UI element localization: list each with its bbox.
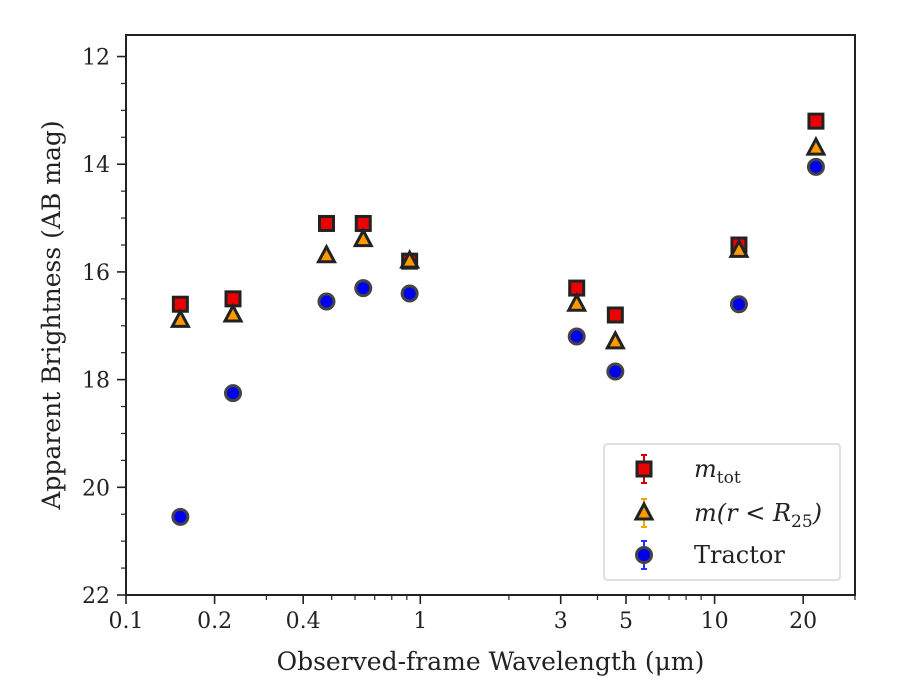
triangle-point <box>352 227 374 248</box>
legend-item: mtot <box>635 454 741 488</box>
plot-layer <box>169 112 827 526</box>
circle-point <box>400 284 419 303</box>
triangle-point <box>805 135 827 156</box>
x-tick-label: 0.4 <box>286 609 321 634</box>
x-tick-label: 20 <box>789 609 817 634</box>
y-tick-label: 16 <box>82 261 110 286</box>
x-tick-label: 5 <box>619 609 633 634</box>
legend-marker <box>635 546 653 564</box>
circle-point <box>806 157 825 176</box>
circle-point <box>729 295 748 314</box>
y-axis-title: Apparent Brightness (AB mag) <box>37 120 66 510</box>
legend-item: m(r < R25) <box>633 498 822 532</box>
legend-box <box>603 443 841 581</box>
y-tick-label: 20 <box>82 476 110 501</box>
triangle-point <box>728 238 750 258</box>
circle-point <box>317 292 336 311</box>
legend-marker <box>633 500 655 521</box>
triangle-point <box>566 292 588 312</box>
circle-point <box>354 279 373 298</box>
x-tick-label: 3 <box>554 609 568 634</box>
x-tick-label: 10 <box>701 609 729 634</box>
plot-frame <box>125 34 856 596</box>
y-tick-label: 18 <box>82 369 110 394</box>
y-tick-label: 22 <box>82 584 110 609</box>
legend: mtot m(r < R25) Tractor <box>603 443 841 581</box>
x-tick-label: 0.1 <box>109 609 144 634</box>
triangle-point <box>604 329 626 350</box>
triangle-point <box>222 302 244 323</box>
series-triangle <box>169 135 827 350</box>
circle-point <box>606 362 625 381</box>
square-point <box>606 306 624 324</box>
legend-label: mtot <box>694 455 741 488</box>
x-tick-label: 0.2 <box>197 609 232 634</box>
y-tick-label: 14 <box>82 153 110 178</box>
circle-point <box>171 507 190 526</box>
axes-layer: 0.1 0.2 0.4 1 3 5 10 20 12 14 16 18 20 22 <box>82 46 856 634</box>
triangle-point <box>315 243 337 264</box>
y-tick-label: 12 <box>82 46 110 71</box>
triangle-point <box>399 248 421 269</box>
series-square <box>171 112 825 324</box>
circle-point <box>224 384 243 403</box>
square-point <box>807 112 825 130</box>
square-point <box>317 214 335 232</box>
series-circle <box>171 157 825 526</box>
legend-label: m(r < R25) <box>694 499 822 532</box>
legend-label: Tractor <box>694 541 785 569</box>
x-tick-label: 1 <box>413 609 427 634</box>
circle-point <box>567 327 586 346</box>
x-axis-title: Observed-frame Wavelength (μm) <box>277 647 705 676</box>
legend-marker <box>635 460 653 478</box>
legend-item: Tractor <box>635 540 785 570</box>
triangle-point <box>169 308 191 328</box>
